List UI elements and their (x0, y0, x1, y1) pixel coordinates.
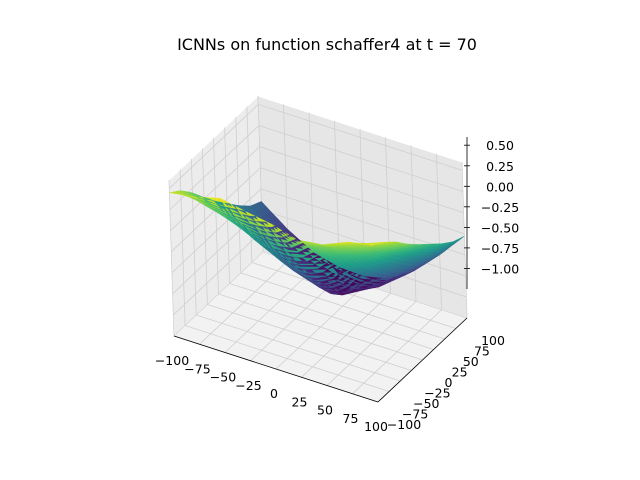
y-tick-label: 25 (452, 365, 468, 380)
y-gridline (257, 95, 468, 319)
z-gridline (171, 188, 466, 274)
chart-title: ICNNs on function schaffer4 at t = 70 (177, 35, 477, 54)
y-axis-line (377, 317, 468, 403)
x-tick-label: 0 (270, 386, 278, 401)
y-tick-label: 100 (481, 333, 505, 348)
y-gridline (213, 137, 423, 361)
x-tick-label: 100 (364, 419, 388, 434)
y-tick-label: 50 (463, 354, 479, 369)
x-tick-label: −100 (155, 353, 189, 368)
surface-mesh (169, 190, 465, 296)
y-gridline (224, 127, 434, 350)
y-tick-label: −100 (387, 417, 421, 432)
x-tick-label: 50 (317, 403, 333, 418)
y-tick-label: 0 (445, 375, 453, 390)
z-tick-label: −1.00 (481, 262, 519, 277)
x-tick-label: −25 (235, 378, 261, 393)
z-gridline (171, 167, 465, 252)
x-tick-label: 25 (292, 394, 308, 409)
z-gridline (169, 103, 463, 189)
axis-lines (173, 137, 468, 403)
x-axis-line (173, 335, 379, 403)
y-gridline (235, 116, 445, 340)
x-tick-label: −75 (184, 361, 210, 376)
z-tick-label: 0.50 (486, 138, 514, 153)
y-tick-label: −50 (413, 396, 439, 411)
z-tick-label: −0.50 (481, 220, 519, 235)
y-tick-label: −75 (402, 407, 428, 422)
z-gridline (169, 125, 464, 210)
y-gridline (246, 106, 457, 329)
z-axis-ticks: −1.00 −0.75 −0.50 −0.25 0.00 0.25 0.50 (464, 138, 519, 277)
z-tick-label: −0.75 (481, 241, 519, 256)
y-gridline (179, 169, 390, 392)
surface-facet (340, 293, 348, 296)
z-tick-label: −0.25 (481, 200, 519, 215)
z-tick-label: 0.00 (486, 179, 514, 194)
y-tick-label: −25 (424, 386, 450, 401)
y-gridline (190, 158, 401, 382)
z-tick-label: 0.25 (486, 159, 514, 174)
x-tick-label: −50 (210, 370, 236, 385)
x-axis-ticks: −100−75−50−25 0 25 50 75 100 (155, 353, 388, 434)
y-tick-label: 75 (474, 344, 490, 359)
x-tick-label: 75 (343, 411, 359, 426)
